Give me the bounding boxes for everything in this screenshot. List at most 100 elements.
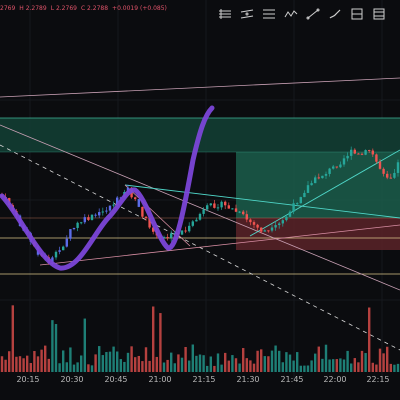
candle-body bbox=[224, 201, 227, 206]
ohlc-legend: 2769 H 2.2789 L 2.2769 C 2.2788 +0.0019 … bbox=[0, 0, 171, 16]
candle-body bbox=[278, 223, 281, 226]
volume-bar bbox=[4, 359, 7, 372]
candle-body bbox=[152, 227, 155, 232]
candle-body bbox=[274, 225, 277, 228]
candle-body bbox=[238, 211, 241, 213]
candle-body bbox=[267, 230, 270, 232]
candle-body bbox=[368, 150, 371, 152]
candle-body bbox=[231, 208, 234, 210]
volume-bar bbox=[224, 352, 227, 372]
trend-line-descending[interactable] bbox=[0, 124, 400, 291]
candle-body bbox=[227, 205, 230, 209]
trend-line-cyan-rising[interactable] bbox=[249, 149, 400, 237]
volume-bar bbox=[198, 354, 202, 372]
volume-bar bbox=[116, 351, 119, 372]
candle-body bbox=[393, 172, 396, 178]
volume-bar bbox=[216, 353, 220, 372]
volume-bar bbox=[299, 365, 302, 372]
volume-bar bbox=[270, 350, 274, 372]
time-axis-label: 21:15 bbox=[192, 375, 215, 384]
candle-body bbox=[339, 164, 342, 168]
candle-body bbox=[285, 216, 288, 221]
candle-body bbox=[353, 149, 356, 154]
long-position-icon[interactable] bbox=[346, 6, 368, 22]
candle-body bbox=[263, 230, 266, 232]
volume-bar bbox=[256, 350, 259, 372]
candle-body bbox=[371, 150, 374, 155]
volume-bar bbox=[396, 363, 400, 372]
candle-body bbox=[382, 168, 385, 174]
volume-bar bbox=[195, 355, 198, 372]
candle-body bbox=[87, 217, 90, 220]
candle-body bbox=[162, 237, 166, 239]
candle-body bbox=[386, 173, 389, 178]
volume-bar bbox=[202, 355, 205, 372]
volume-bar bbox=[137, 355, 140, 372]
candle-body bbox=[112, 204, 115, 206]
ohlc-close: C 2.2788 bbox=[80, 4, 109, 12]
parallel-channel-icon[interactable] bbox=[236, 6, 258, 22]
candle-body bbox=[148, 217, 151, 228]
volume-bar bbox=[51, 320, 54, 372]
volume-bar bbox=[368, 307, 371, 372]
volume-bar bbox=[206, 365, 209, 372]
candle-body bbox=[188, 225, 191, 232]
volume-bar bbox=[386, 346, 389, 372]
candle-body bbox=[76, 222, 79, 228]
volume-bar bbox=[119, 359, 122, 372]
brush-drawing[interactable] bbox=[0, 105, 215, 271]
candle-body bbox=[69, 229, 72, 239]
candle-body bbox=[209, 203, 212, 206]
volume-bar bbox=[87, 364, 90, 372]
volume-bar bbox=[252, 363, 256, 372]
volume-bar bbox=[360, 350, 364, 372]
volume-bar bbox=[245, 358, 248, 372]
volume-bar bbox=[177, 354, 180, 372]
trend-line-top[interactable] bbox=[0, 77, 400, 98]
volume-bar bbox=[281, 362, 284, 372]
volume-bar bbox=[306, 365, 310, 372]
volume-bar bbox=[148, 360, 151, 372]
horizontal-lines-icon[interactable] bbox=[214, 6, 236, 22]
profit-zone-inner[interactable] bbox=[236, 152, 400, 218]
volume-bar bbox=[0, 356, 4, 372]
volume-bar bbox=[105, 352, 108, 372]
candle-body bbox=[310, 183, 313, 186]
volume-bar bbox=[130, 346, 133, 372]
candle-body bbox=[245, 214, 248, 220]
trend-line-pink-b[interactable] bbox=[124, 184, 191, 247]
candle-body bbox=[396, 162, 400, 173]
volume-bar bbox=[342, 359, 346, 372]
trend-line-cyan[interactable] bbox=[124, 184, 400, 219]
trend-line-pink-a[interactable] bbox=[39, 224, 400, 266]
candle-body bbox=[220, 201, 223, 208]
pattern-tool-icon[interactable] bbox=[280, 6, 302, 22]
candle-body bbox=[242, 211, 245, 215]
time-axis[interactable]: 20:15 20:30 20:45 21:00 21:15 21:30 21:45 22:00… bbox=[16, 375, 389, 384]
candle-body bbox=[54, 251, 58, 258]
time-axis-label: 20:45 bbox=[104, 375, 127, 384]
volume-bar bbox=[188, 360, 191, 372]
volume-bar bbox=[353, 358, 356, 372]
candle-body bbox=[184, 230, 187, 232]
volume-bar bbox=[108, 351, 112, 372]
trend-lines[interactable] bbox=[0, 77, 400, 351]
volume-bar bbox=[44, 345, 47, 372]
candle-body bbox=[346, 155, 349, 159]
long-position-drawing[interactable] bbox=[0, 117, 400, 250]
volume-bar bbox=[162, 362, 166, 372]
volume-bar bbox=[314, 353, 317, 372]
candle-body bbox=[335, 166, 338, 168]
time-axis-label: 21:00 bbox=[148, 375, 171, 384]
candle-body bbox=[332, 166, 335, 169]
brush-tool-icon[interactable] bbox=[324, 6, 346, 22]
volume-bar bbox=[180, 357, 184, 372]
candle-body bbox=[299, 197, 302, 204]
short-position-icon[interactable] bbox=[368, 6, 390, 22]
volume-bar bbox=[170, 352, 173, 372]
time-axis-label: 20:15 bbox=[16, 375, 39, 384]
trend-line-icon[interactable] bbox=[302, 6, 324, 22]
fib-retracement-icon[interactable] bbox=[258, 6, 280, 22]
